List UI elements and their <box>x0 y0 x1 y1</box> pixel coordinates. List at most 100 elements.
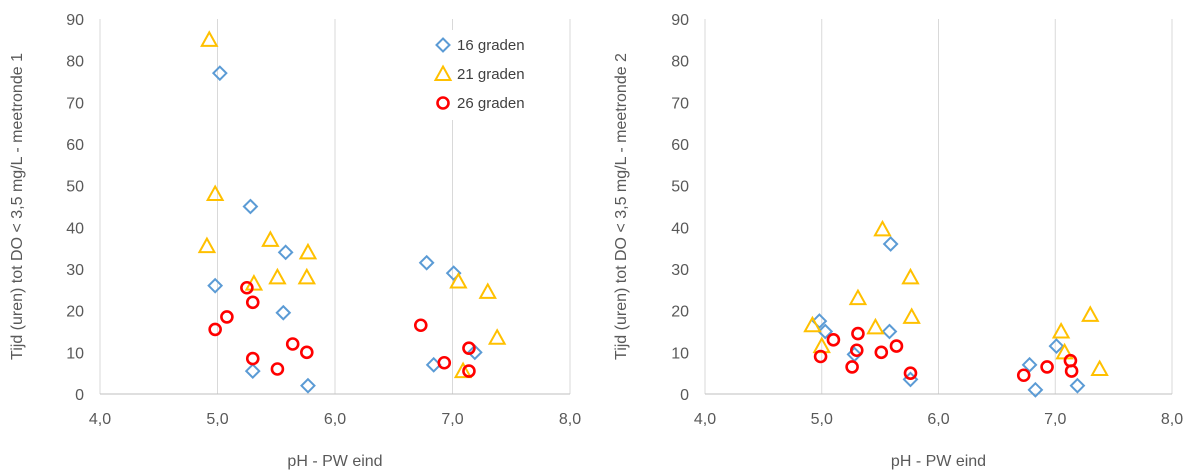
data-point-diamond <box>882 236 899 252</box>
x-axis-title: pH - PW eind <box>287 453 382 470</box>
data-point-triangle <box>453 361 473 379</box>
y-tick-label: 30 <box>66 262 84 279</box>
data-point-diamond <box>445 265 462 282</box>
data-point-circle <box>240 280 254 295</box>
data-point-diamond <box>1069 377 1086 394</box>
y-tick-label: 20 <box>66 304 84 321</box>
y-tick-label: 0 <box>75 387 84 404</box>
legend-label: 26 graden <box>457 95 525 112</box>
y-tick-label: 90 <box>671 12 689 29</box>
x-axis-title: pH - PW eind <box>891 453 986 470</box>
data-point-circle <box>851 326 865 341</box>
x-tick-label: 4,0 <box>694 411 716 428</box>
data-point-circle <box>462 341 476 355</box>
data-point-triangle <box>1081 305 1100 322</box>
data-point-diamond <box>1048 338 1065 354</box>
legend-label: 16 graden <box>457 37 525 54</box>
legend-label: 21 graden <box>457 66 525 83</box>
series-diamond <box>207 65 483 394</box>
x-tick-label: 7,0 <box>441 411 463 428</box>
series-triangle <box>803 219 1109 376</box>
data-point-circle <box>413 318 428 333</box>
y-tick-label: 90 <box>66 12 84 29</box>
data-point-triangle <box>261 230 280 247</box>
y-tick-label: 40 <box>66 220 84 237</box>
data-point-triangle <box>901 267 920 285</box>
data-point-triangle <box>200 30 219 47</box>
y-tick-label: 70 <box>66 95 84 112</box>
data-point-diamond <box>881 323 898 340</box>
legend-marker-circle <box>436 96 450 110</box>
x-tick-label: 6,0 <box>324 411 346 428</box>
y-tick-label: 50 <box>671 179 689 196</box>
data-point-triangle <box>487 328 507 345</box>
x-tick-label: 8,0 <box>1161 411 1183 428</box>
data-point-triangle <box>298 242 318 260</box>
data-point-triangle <box>197 236 217 254</box>
data-point-triangle <box>1090 359 1109 376</box>
series-circle <box>208 280 476 378</box>
data-point-circle <box>285 337 300 351</box>
data-point-triangle <box>873 219 892 237</box>
y-tick-label: 20 <box>671 304 689 321</box>
chart-panel-1: 4,0 5,0 6,0 7,0 8,0 0 10 20 30 40 50 60 70 80 90 pH - P… <box>9 12 581 470</box>
data-point-triangle <box>478 282 497 299</box>
y-axis-title: Tijd (uren) tot DO < 3,5 mg/L - meetrond… <box>613 53 630 360</box>
y-axis-title: Tijd (uren) tot DO < 3,5 mg/L - meetrond… <box>9 53 26 360</box>
data-point-triangle <box>297 267 316 285</box>
x-tick-label: 5,0 <box>206 411 228 428</box>
data-point-diamond <box>300 377 316 394</box>
data-point-triangle <box>1051 321 1071 339</box>
data-point-triangle <box>268 267 287 285</box>
y-tick-label: 10 <box>66 345 84 362</box>
data-point-circle <box>1064 364 1079 378</box>
data-point-diamond <box>211 65 228 82</box>
legend-background <box>418 30 550 120</box>
data-point-circle <box>849 343 864 358</box>
data-point-diamond <box>277 244 294 261</box>
data-point-triangle <box>449 271 468 289</box>
data-point-diamond <box>1021 356 1038 373</box>
data-point-circle <box>903 366 918 380</box>
data-point-circle <box>299 345 314 360</box>
data-point-diamond <box>275 304 292 321</box>
data-point-diamond <box>466 344 483 361</box>
data-point-circle <box>270 362 285 376</box>
y-tick-label: 60 <box>66 137 84 154</box>
data-point-diamond <box>418 254 435 271</box>
data-point-diamond <box>817 323 834 340</box>
data-point-circle <box>889 339 904 353</box>
data-point-circle <box>1016 368 1031 383</box>
y-tick-label: 80 <box>66 54 84 71</box>
data-point-circle <box>437 355 452 370</box>
data-point-diamond <box>1027 381 1044 398</box>
data-point-circle <box>1040 360 1054 374</box>
y-tick-label: 60 <box>671 137 689 154</box>
data-point-triangle <box>902 307 921 324</box>
data-point-diamond <box>244 363 261 379</box>
y-tick-label: 10 <box>671 345 689 362</box>
data-point-triangle <box>848 288 868 306</box>
y-tick-label: 0 <box>680 387 689 404</box>
data-point-circle <box>245 295 260 310</box>
x-tick-label: 6,0 <box>927 411 949 428</box>
data-point-circle <box>245 351 260 366</box>
data-point-circle <box>208 322 222 337</box>
data-point-diamond <box>811 313 828 329</box>
legend-marker-triangle <box>433 64 453 81</box>
y-tick-label: 50 <box>66 179 84 196</box>
x-tick-label: 4,0 <box>89 411 111 428</box>
y-tick-label: 70 <box>671 95 689 112</box>
x-tick-label: 7,0 <box>1044 411 1066 428</box>
y-tick-label: 30 <box>671 262 689 279</box>
x-tick-label: 8,0 <box>559 411 581 428</box>
data-point-circle <box>826 333 841 347</box>
data-point-circle <box>462 364 476 378</box>
data-point-circle <box>220 310 234 324</box>
legend-marker-diamond <box>435 37 451 53</box>
data-point-circle <box>874 345 889 360</box>
data-point-diamond <box>207 277 224 294</box>
data-point-circle <box>845 360 859 374</box>
